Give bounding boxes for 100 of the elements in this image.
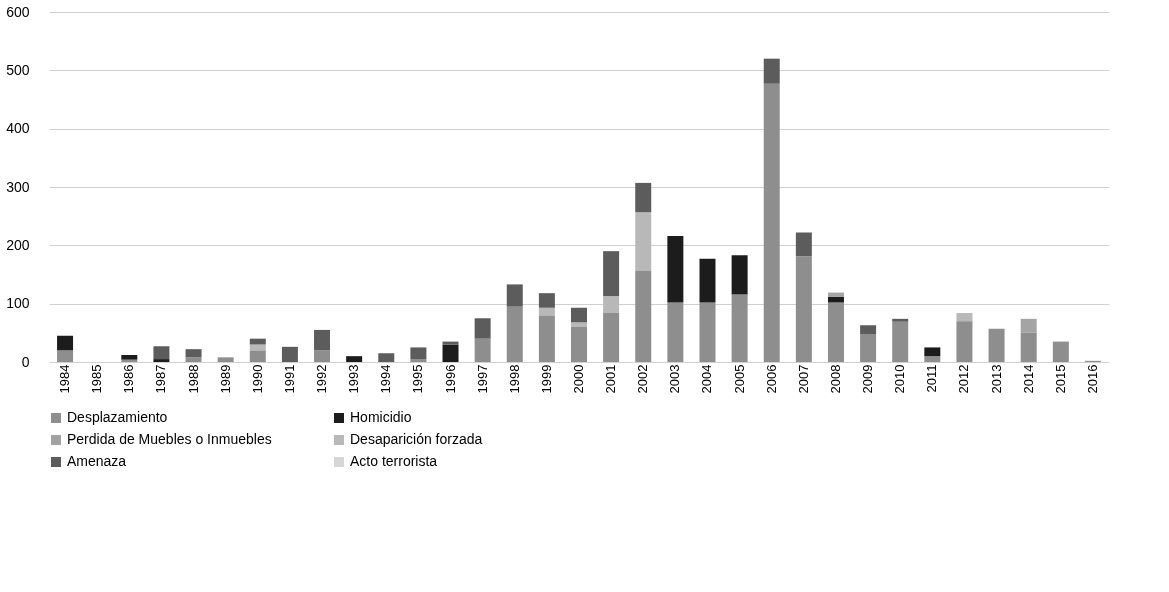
bar (603, 251, 620, 297)
bar (603, 296, 620, 313)
legend-label: Perdida de Muebles o Inmuebles (67, 431, 272, 447)
legend-label: Desplazamiento (67, 409, 168, 425)
bar (538, 307, 555, 316)
bar (795, 256, 812, 362)
x-tick-label: 2014 (1020, 364, 1036, 394)
x-tick-label: 2006 (763, 364, 779, 394)
bar (731, 294, 748, 362)
bar (442, 344, 459, 362)
y-tick-label: 100 (6, 295, 30, 312)
x-tick-label: 1994 (378, 364, 394, 394)
bar (924, 356, 941, 362)
x-tick-label: 1992 (314, 364, 330, 394)
bar (635, 271, 652, 362)
bar (731, 255, 748, 295)
x-tick-label: 1993 (346, 364, 362, 394)
x-tick-label: 2003 (667, 364, 683, 394)
legend-label: Amenaza (67, 453, 127, 469)
x-tick-label: 2011 (924, 364, 940, 393)
x-tick-label: 1998 (506, 364, 522, 394)
x-tick-label: 2015 (1052, 364, 1068, 394)
bar (699, 302, 716, 362)
x-tick-label: 2001 (603, 364, 619, 394)
bar (474, 318, 491, 339)
x-tick-label: 1995 (410, 364, 426, 394)
bar (635, 182, 652, 213)
bar (281, 346, 298, 362)
bar (314, 329, 331, 351)
bar (153, 359, 170, 362)
y-tick-label: 400 (6, 120, 30, 137)
x-tick-label: 2000 (571, 364, 586, 394)
bar (635, 212, 652, 271)
legend-label: Acto terrorista (350, 453, 438, 469)
y-tick-label: 600 (6, 3, 30, 20)
x-tick-label: 2005 (731, 364, 747, 394)
bar (988, 328, 1005, 362)
x-tick-label: 2009 (860, 364, 876, 394)
x-tick-label: 2016 (1084, 364, 1100, 394)
x-tick-label: 2002 (635, 364, 651, 394)
legend-label: Desaparición forzada (350, 431, 483, 447)
bar (249, 350, 266, 362)
bar (699, 258, 716, 303)
bar (795, 232, 812, 257)
y-tick-label: 300 (6, 178, 30, 195)
bar (860, 334, 877, 362)
y-tick-label: 200 (6, 236, 30, 253)
bar (763, 83, 780, 362)
bar (956, 313, 973, 322)
bar (892, 321, 909, 362)
bar (538, 315, 555, 362)
bar (667, 236, 684, 303)
bar (410, 347, 427, 360)
bar (956, 321, 973, 362)
bar (506, 284, 523, 307)
x-tick-label: 1997 (474, 364, 490, 394)
bar (378, 353, 395, 362)
x-tick-label: 1985 (89, 364, 105, 394)
bar (860, 325, 877, 334)
x-tick-label: 1984 (57, 364, 73, 394)
bar (924, 347, 941, 357)
bar (571, 322, 587, 327)
bar (121, 355, 138, 360)
bar (763, 58, 780, 84)
x-tick-label: 2012 (956, 364, 972, 394)
bar (827, 296, 844, 303)
bar (827, 292, 844, 297)
x-tick-label: 1986 (121, 364, 137, 394)
x-tick-label: 1988 (185, 364, 201, 394)
bar (57, 350, 74, 362)
bar (442, 341, 459, 345)
bar (249, 338, 266, 345)
bar (538, 293, 555, 308)
bar (217, 357, 234, 362)
bar (667, 302, 684, 362)
x-tick-label: 1991 (281, 364, 297, 394)
bar (346, 356, 363, 362)
bar (153, 346, 170, 360)
bar (314, 350, 331, 362)
bar (185, 349, 202, 358)
x-tick-label: 1989 (217, 364, 233, 394)
bar (410, 359, 427, 362)
bar (1020, 318, 1037, 333)
x-tick-label: 2007 (795, 364, 811, 394)
x-tick-label: 1990 (249, 364, 265, 394)
x-tick-label: 2010 (892, 364, 908, 394)
bar (827, 302, 844, 362)
x-tick-label: 2013 (988, 364, 1004, 394)
x-tick-label: 1987 (153, 364, 169, 394)
x-tick-label: 2008 (827, 364, 843, 394)
y-tick-label: 500 (6, 61, 30, 78)
bar (57, 335, 74, 351)
x-tick-label: 2004 (699, 364, 715, 394)
bar (474, 338, 491, 362)
bar (603, 312, 620, 362)
bar (571, 327, 587, 362)
legend-label: Homicidio (350, 409, 412, 425)
bar (571, 307, 587, 323)
bar (1052, 341, 1069, 362)
bar (1020, 332, 1037, 362)
